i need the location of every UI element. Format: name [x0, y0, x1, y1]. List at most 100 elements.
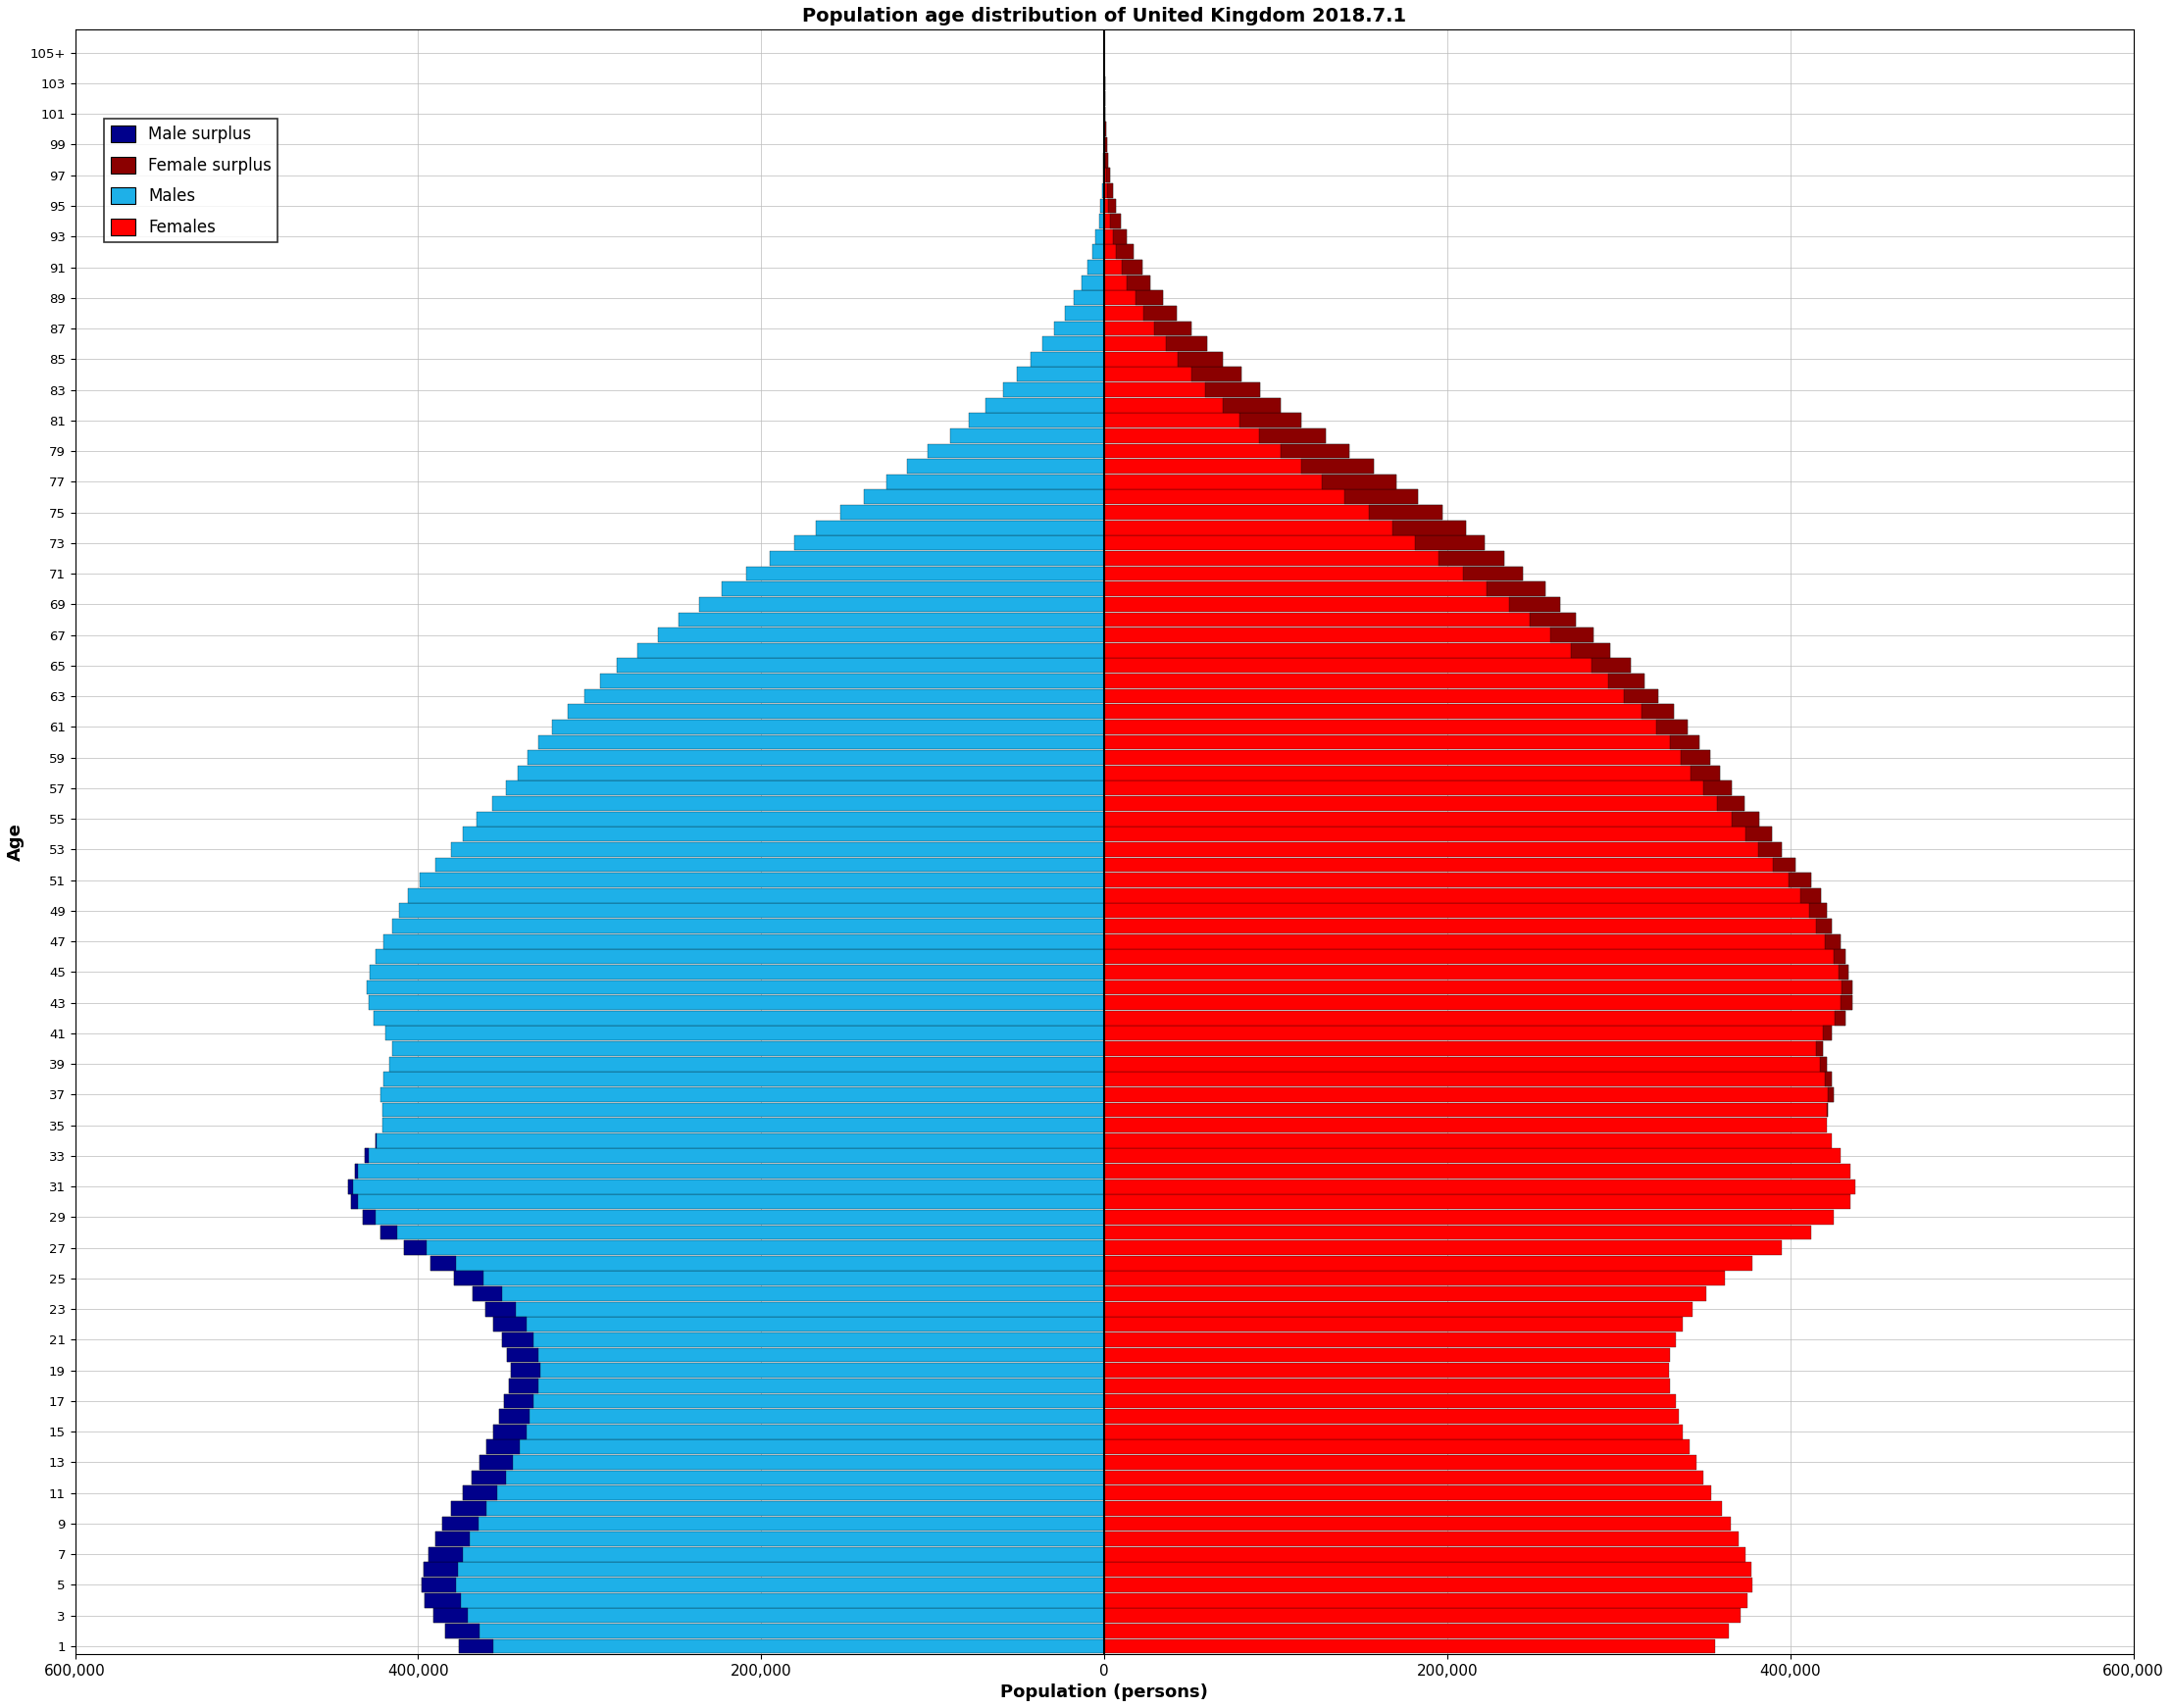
- Bar: [1105, 152, 1109, 167]
- Bar: [462, 1486, 497, 1500]
- Bar: [419, 873, 1105, 888]
- Bar: [363, 1209, 1105, 1225]
- Bar: [1105, 965, 1850, 979]
- Bar: [1105, 688, 1659, 704]
- Bar: [986, 398, 1105, 412]
- Bar: [1105, 321, 1192, 336]
- Bar: [1105, 1486, 1711, 1500]
- Bar: [1105, 950, 1845, 963]
- Bar: [567, 704, 1105, 719]
- Bar: [380, 1088, 1105, 1102]
- Bar: [510, 1363, 1105, 1378]
- Bar: [436, 1532, 469, 1546]
- Bar: [1105, 1179, 1856, 1194]
- Bar: [1691, 765, 1719, 781]
- Bar: [1103, 183, 1105, 198]
- Bar: [1105, 1332, 1676, 1348]
- Bar: [1105, 352, 1222, 367]
- Bar: [1732, 811, 1759, 827]
- Bar: [1105, 336, 1207, 352]
- Bar: [404, 1240, 428, 1255]
- Bar: [1105, 290, 1164, 306]
- Bar: [365, 1148, 369, 1163]
- Bar: [454, 1271, 1105, 1286]
- Bar: [1105, 704, 1674, 719]
- Bar: [1114, 229, 1127, 244]
- Bar: [1105, 980, 1852, 994]
- Bar: [1105, 1073, 1832, 1086]
- Bar: [1105, 765, 1719, 781]
- Bar: [1105, 1563, 1752, 1576]
- Bar: [1222, 398, 1281, 412]
- Bar: [1105, 367, 1242, 381]
- Bar: [445, 1624, 480, 1638]
- Bar: [1088, 260, 1105, 275]
- Bar: [1105, 552, 1505, 565]
- Bar: [1105, 1301, 1693, 1317]
- Bar: [1105, 811, 1759, 827]
- Bar: [1105, 1057, 1826, 1071]
- Bar: [367, 980, 1105, 994]
- Bar: [1774, 857, 1795, 873]
- Bar: [1105, 1594, 1748, 1607]
- Bar: [1817, 1042, 1824, 1056]
- Bar: [886, 475, 1105, 488]
- Y-axis label: Age: Age: [7, 823, 24, 861]
- Bar: [1105, 904, 1826, 917]
- Bar: [1116, 244, 1133, 260]
- Bar: [1105, 306, 1177, 321]
- Bar: [484, 1301, 517, 1317]
- Bar: [1105, 1440, 1689, 1454]
- Bar: [426, 1594, 1105, 1607]
- Bar: [1669, 734, 1700, 750]
- Bar: [1105, 1119, 1826, 1132]
- Bar: [462, 827, 1105, 842]
- Bar: [1105, 996, 1852, 1009]
- Bar: [1819, 1057, 1826, 1071]
- Bar: [1828, 1088, 1832, 1102]
- Bar: [1240, 413, 1303, 427]
- Bar: [864, 490, 1105, 504]
- Bar: [538, 734, 1105, 750]
- Bar: [493, 1424, 1105, 1438]
- Bar: [508, 1378, 538, 1394]
- Bar: [384, 934, 1105, 948]
- Bar: [1487, 582, 1546, 596]
- Bar: [840, 506, 1105, 519]
- Bar: [1105, 1409, 1678, 1424]
- Bar: [508, 1348, 1105, 1363]
- Bar: [499, 1409, 1105, 1424]
- Bar: [1105, 842, 1782, 857]
- Bar: [1031, 352, 1105, 367]
- Bar: [1531, 613, 1576, 627]
- Bar: [1624, 688, 1659, 704]
- Bar: [1105, 167, 1109, 183]
- Bar: [1656, 719, 1687, 734]
- Bar: [1105, 1624, 1728, 1638]
- Bar: [1463, 567, 1522, 581]
- Bar: [493, 1317, 1105, 1332]
- Bar: [1808, 904, 1826, 917]
- Bar: [1509, 598, 1561, 611]
- Bar: [1105, 1225, 1811, 1240]
- Bar: [486, 1440, 1105, 1454]
- Bar: [1122, 260, 1142, 275]
- Bar: [1824, 1027, 1832, 1040]
- Bar: [1105, 1363, 1669, 1378]
- Bar: [1641, 704, 1674, 719]
- Bar: [1105, 1286, 1706, 1301]
- Bar: [1205, 383, 1261, 396]
- Bar: [436, 857, 1105, 873]
- Bar: [504, 1394, 534, 1409]
- Bar: [363, 1209, 376, 1225]
- Bar: [1439, 552, 1505, 565]
- Bar: [1105, 1088, 1832, 1102]
- Bar: [1101, 198, 1105, 214]
- Bar: [1572, 642, 1611, 658]
- X-axis label: Population (persons): Population (persons): [1001, 1684, 1207, 1701]
- Bar: [373, 1011, 1105, 1025]
- Bar: [1105, 459, 1374, 473]
- Title: Population age distribution of United Kingdom 2018.7.1: Population age distribution of United Ki…: [803, 7, 1407, 26]
- Bar: [795, 536, 1105, 550]
- Bar: [471, 1471, 506, 1484]
